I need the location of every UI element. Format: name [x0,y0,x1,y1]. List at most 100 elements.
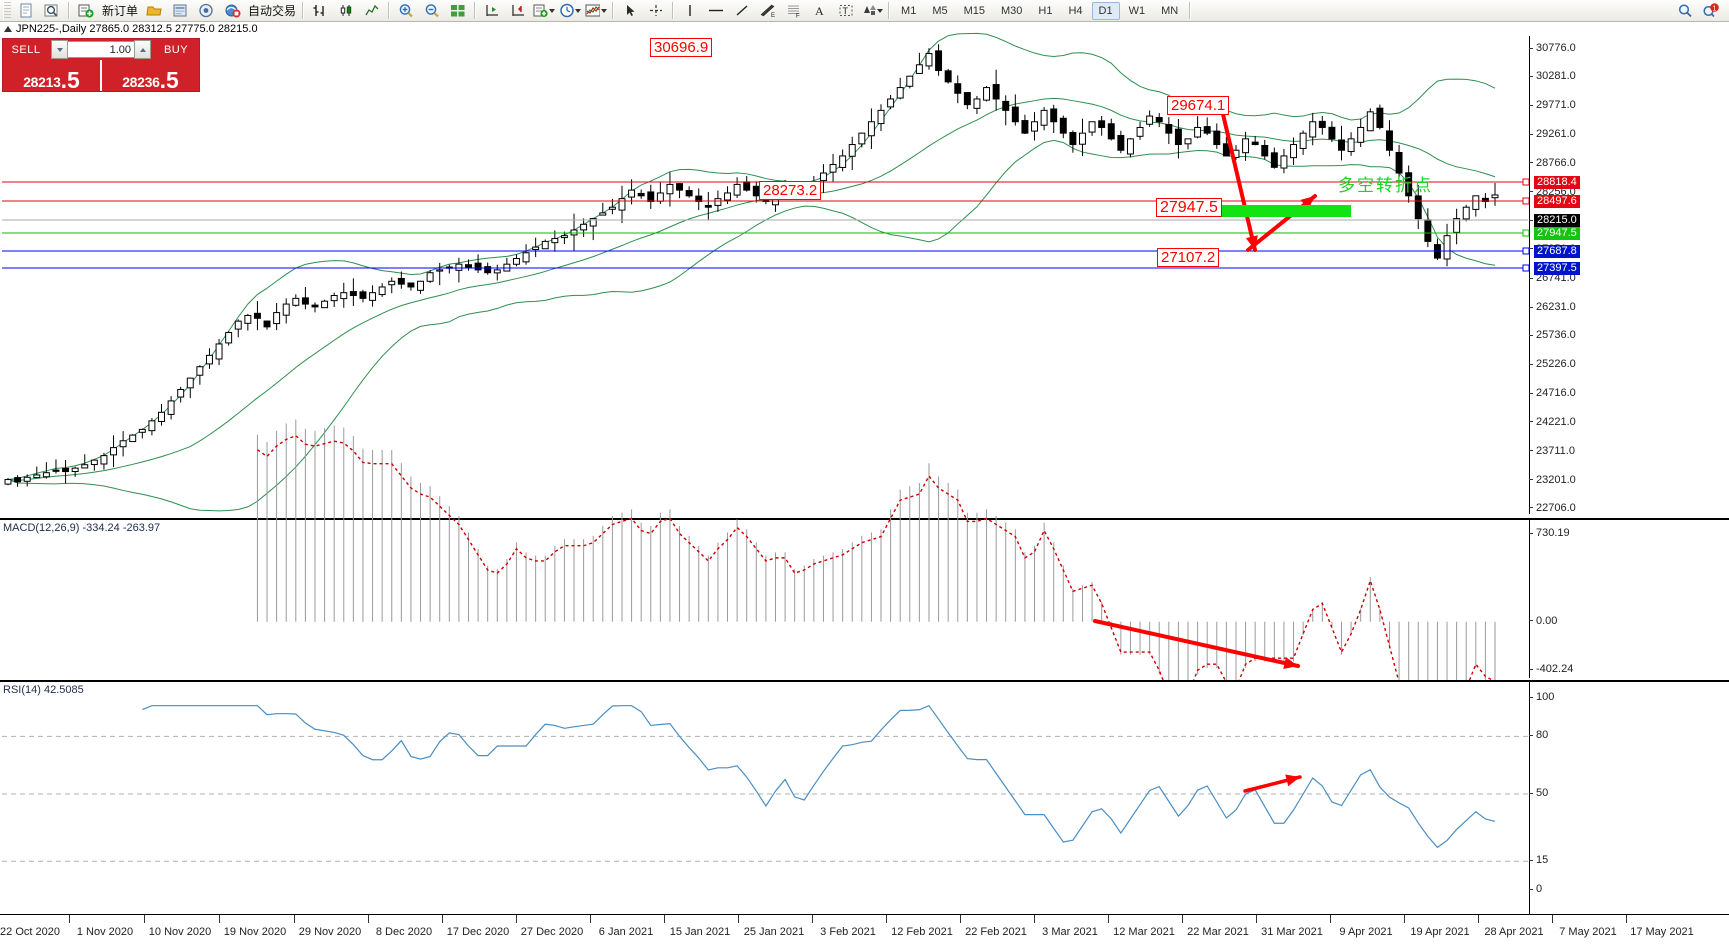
auto-trading-icon[interactable] [220,0,244,22]
price-level-label-27947-5[interactable]: 27947.5 [1534,227,1580,240]
tab-timeframe-m30[interactable]: M30 [1001,4,1023,17]
volume-input[interactable]: 1.00 [68,41,134,58]
tab-timeframe-m5[interactable]: M5 [932,4,948,17]
sell-button[interactable]: SELL [11,43,41,56]
text-label-icon[interactable]: A [808,0,832,22]
candlestick-chart-icon[interactable] [334,0,358,22]
label-27107-2: 27107.2 [1157,248,1220,267]
toolbar-separator [68,2,70,19]
time-tick [738,915,739,923]
auto-trading-label[interactable]: 自动交易 [248,4,297,18]
time-label: 9 Apr 2021 [1339,926,1393,938]
shapes-icon[interactable] [860,0,884,22]
macd-axis[interactable]: 730.19 0.00 -402.24 [1529,520,1729,678]
price-level-label-28818-4[interactable]: 28818.4 [1534,176,1580,189]
text-box-icon[interactable]: T [834,0,858,22]
chevron-down-icon-2[interactable] [575,8,582,13]
tab-timeframe-h4[interactable]: H4 [1068,4,1083,17]
price-level-label-27687-8[interactable]: 27687.8 [1534,245,1580,258]
price-level-label-28497-6[interactable]: 28497.6 [1534,195,1580,208]
bar-chart-icon[interactable] [308,0,332,22]
indicators-icon[interactable] [532,0,556,22]
price-tick: 29771.0 [1529,99,1576,111]
trend-line-icon[interactable] [730,0,754,22]
fibonacci-icon[interactable]: F [782,0,806,22]
price-level-label-27397-5[interactable]: 27397.5 [1534,262,1580,275]
time-tick [69,915,70,923]
label-30696-9: 30696.9 [650,38,713,57]
price-tick: 30776.0 [1529,42,1576,54]
tab-timeframe-m15[interactable]: M15 [963,4,985,17]
time-tick [1108,915,1109,923]
one-click-trading-panel[interactable]: SELL 1.00 BUY 28213 .5 28236 .5 [2,38,200,92]
tab-timeframe-h1[interactable]: H1 [1038,4,1053,17]
tab-timeframe-mn[interactable]: MN [1161,4,1179,17]
rsi-title: RSI(14) 42.5085 [3,684,84,696]
time-tick [812,915,813,923]
time-label: 27 Dec 2020 [520,926,584,938]
tab-timeframe-w1[interactable]: W1 [1128,4,1146,17]
document-icon[interactable] [14,0,38,22]
new-order-label[interactable]: 新订单 [102,4,139,18]
rsi-axis-divider [1529,682,1530,914]
zoom-out-icon[interactable] [420,0,444,22]
price-axis[interactable]: 30776.0 30281.0 29771.0 29261.0 28766.0 28256… [1529,36,1729,514]
price-tick: 23711.0 [1529,445,1575,457]
tab-timeframe-m1[interactable]: M1 [901,4,917,17]
time-label: 12 Mar 2021 [1113,926,1175,938]
equidistant-channel-icon[interactable]: E [756,0,780,22]
rsi-tick: 15 [1529,854,1548,866]
line-chart-icon[interactable] [360,0,384,22]
horizontal-line-icon[interactable] [704,0,728,22]
chevron-down-icon-3[interactable] [601,8,608,13]
time-tick [1552,915,1553,923]
period-icon[interactable] [558,0,582,22]
price-tick: 25226.0 [1529,358,1576,370]
search-icon[interactable] [1673,0,1697,22]
buy-button[interactable]: BUY [163,43,189,56]
tile-windows-icon[interactable] [446,0,470,22]
new-order-icon[interactable] [74,0,98,22]
chevron-down-icon[interactable] [549,8,556,13]
symbol-ohlc-text: JPN225-,Daily 27865.0 28312.5 27775.0 28… [16,23,258,35]
svg-text:T: T [843,6,849,16]
toolbar-separator-5 [612,2,615,19]
tab-timeframe-d1[interactable]: D1 [1091,1,1120,20]
navigator-icon[interactable] [194,0,218,22]
volume-increment-button[interactable] [134,40,151,59]
toolbar-grip[interactable] [3,1,11,20]
folder-icon[interactable] [142,0,166,22]
shift-end-icon[interactable] [480,0,504,22]
cursor-icon[interactable] [618,0,642,22]
volume-control[interactable]: 1.00 [49,39,153,60]
crosshair-icon[interactable] [644,0,668,22]
buy-price[interactable]: 28236 .5 [102,60,199,92]
macd-tick: 0.00 [1529,615,1557,627]
magnifier-chart-icon[interactable] [40,0,64,22]
time-label: 3 Feb 2021 [820,926,876,938]
rsi-pane[interactable]: RSI(14) 42.5085 100 80 50 15 0 [0,680,1729,914]
terminal-icon[interactable] [168,0,192,22]
trade-panel-prices: 28213 .5 28236 .5 [3,60,199,91]
zoom-in-icon[interactable] [394,0,418,22]
time-tick [1034,915,1035,923]
alert-icon[interactable]: 1 [1699,0,1723,22]
volume-decrement-button[interactable] [51,40,68,59]
vertical-line-icon[interactable] [678,0,702,22]
time-axis[interactable]: 22 Oct 2020 1 Nov 2020 10 Nov 2020 19 Nov 2… [0,914,1729,945]
sell-price[interactable]: 28213 .5 [3,60,100,92]
templates-icon[interactable] [584,0,608,22]
auto-scroll-icon[interactable] [506,0,530,22]
toolbar-separator-6 [672,2,675,19]
time-label: 12 Feb 2021 [891,926,953,938]
price-divider [100,60,102,91]
label-28273-2: 28273.2 [759,181,822,200]
chart-expand-icon[interactable] [4,26,12,32]
time-label: 29 Nov 2020 [298,926,362,938]
main-price-pane[interactable]: 30696.9 29674.1 28273.2 27947.5 27107.2 … [0,32,1729,514]
price-level-label-28215-0[interactable]: 28215.0 [1534,214,1580,227]
macd-pane[interactable]: MACD(12,26,9) -334.24 -263.97 730.19 0.00… [0,419,1729,760]
toolbar-separator-4 [474,2,477,19]
rsi-axis[interactable]: 100 80 50 15 0 [1529,682,1729,914]
chevron-down-icon-4[interactable] [877,8,884,13]
